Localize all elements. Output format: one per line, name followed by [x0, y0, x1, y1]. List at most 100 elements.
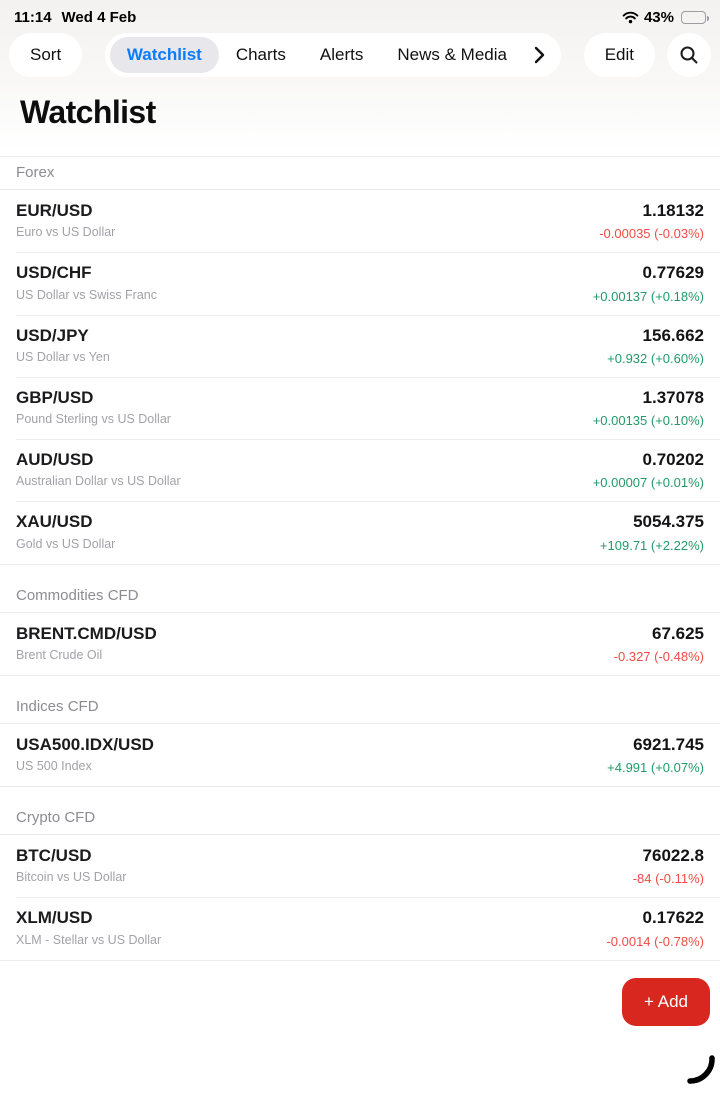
wifi-icon — [622, 11, 639, 24]
watchlist-section: Commodities CFD BRENT.CMD/USD Brent Crud… — [0, 563, 720, 675]
instrument-labels: AUD/USD Australian Dollar vs US Dollar — [16, 449, 181, 488]
instrument-symbol: USD/CHF — [16, 263, 92, 283]
instrument-labels: BRENT.CMD/USD Brent Crude Oil — [16, 623, 157, 662]
instrument-symbol: USA500.IDX/USD — [16, 734, 154, 754]
instrument-price: 0.70202 — [642, 450, 704, 469]
instrument-row[interactable]: USD/JPY US Dollar vs Yen 156.662 +0.932 … — [0, 314, 720, 377]
instrument-price: 1.37078 — [642, 387, 704, 407]
instrument-values: 76022.8 -84 (-0.11%) — [633, 845, 704, 886]
chevron-right-icon[interactable] — [534, 46, 545, 64]
instrument-price: 5054.375 — [633, 512, 704, 532]
sort-button[interactable]: Sort — [9, 33, 83, 77]
instrument-description: Gold vs US Dollar — [16, 536, 116, 551]
watchlist-section: Forex EUR/USD Euro vs US Dollar 1.18132 … — [0, 156, 720, 564]
section-header: Indices CFD — [16, 697, 99, 715]
instrument-row[interactable]: BTC/USD Bitcoin vs US Dollar 76022.8 -84… — [0, 835, 720, 898]
instrument-price: 0.77629 — [642, 263, 704, 283]
loading-arc-icon — [686, 1053, 716, 1094]
instrument-price: 76022.8 — [642, 846, 704, 865]
page-title: Watchlist — [20, 94, 156, 130]
section-rows: BTC/USD Bitcoin vs US Dollar 76022.8 -84… — [0, 834, 720, 960]
instrument-price: 0.17622 — [642, 908, 704, 928]
instrument-change: -0.327 (-0.48%) — [613, 648, 704, 664]
watchlist-section: Crypto CFD BTC/USD Bitcoin vs US Dollar … — [0, 786, 720, 960]
instrument-change: -84 (-0.11%) — [632, 871, 704, 887]
instrument-description: US 500 Index — [16, 759, 92, 773]
instrument-description: XLM - Stellar vs US Dollar — [16, 932, 162, 947]
instrument-labels: XAU/USD Gold vs US Dollar — [16, 511, 115, 550]
instrument-values: 0.77629 +0.00137 (+0.18%) — [593, 262, 704, 303]
tab-news-media[interactable]: News & Media — [380, 37, 524, 73]
instrument-values: 0.17622 -0.0014 (-0.78%) — [606, 907, 704, 948]
instrument-row[interactable]: USD/CHF US Dollar vs Swiss Franc 0.77629… — [0, 252, 720, 315]
instrument-symbol: XAU/USD — [16, 512, 93, 532]
instrument-row[interactable]: XLM/USD XLM - Stellar vs US Dollar 0.176… — [0, 897, 720, 960]
search-button[interactable] — [666, 33, 711, 77]
battery-icon — [681, 10, 709, 24]
instrument-row[interactable]: GBP/USD Pound Sterling vs US Dollar 1.37… — [0, 376, 720, 439]
nav-bar: Sort Watchlist Charts Alerts News & Media E… — [9, 32, 711, 78]
instrument-price: 67.625 — [652, 623, 704, 643]
instrument-symbol: AUD/USD — [16, 450, 94, 469]
section-rows: EUR/USD Euro vs US Dollar 1.18132 -0.000… — [0, 189, 720, 564]
section-header: Forex — [16, 164, 55, 181]
instrument-description: Brent Crude Oil — [16, 647, 103, 662]
instrument-values: 1.18132 -0.00035 (-0.03%) — [599, 200, 704, 241]
section-header: Crypto CFD — [16, 809, 96, 826]
instrument-symbol: BRENT.CMD/USD — [16, 623, 157, 643]
instrument-description: Bitcoin vs US Dollar — [16, 870, 127, 885]
instrument-values: 0.70202 +0.00007 (+0.01%) — [593, 449, 704, 490]
instrument-price: 1.18132 — [642, 201, 704, 220]
instrument-labels: USA500.IDX/USD US 500 Index — [16, 734, 154, 773]
tab-bar: Watchlist Charts Alerts News & Media — [104, 33, 561, 77]
instrument-description: Australian Dollar vs US Dollar — [16, 474, 181, 489]
tab-alerts[interactable]: Alerts — [303, 37, 380, 73]
add-button[interactable]: + Add — [622, 978, 710, 1026]
instrument-row[interactable]: AUD/USD Australian Dollar vs US Dollar 0… — [0, 439, 720, 502]
instrument-row[interactable]: EUR/USD Euro vs US Dollar 1.18132 -0.000… — [0, 190, 720, 253]
watchlist-section: Indices CFD USA500.IDX/USD US 500 Index … — [0, 674, 720, 786]
instrument-values: 67.625 -0.327 (-0.48%) — [614, 623, 704, 664]
instrument-change: +109.71 (+2.22%) — [599, 537, 704, 553]
instrument-labels: EUR/USD Euro vs US Dollar — [16, 200, 115, 239]
instrument-change: +0.932 (+0.60%) — [607, 350, 704, 366]
instrument-values: 6921.745 +4.991 (+0.07%) — [607, 734, 704, 775]
tab-watchlist[interactable]: Watchlist — [109, 37, 219, 73]
watchlist: Forex EUR/USD Euro vs US Dollar 1.18132 … — [0, 156, 720, 961]
instrument-symbol: GBP/USD — [16, 387, 94, 407]
instrument-labels: XLM/USD XLM - Stellar vs US Dollar — [16, 907, 161, 946]
instrument-row[interactable]: USA500.IDX/USD US 500 Index 6921.745 +4.… — [0, 723, 720, 786]
instrument-change: +0.00137 (+0.18%) — [592, 288, 704, 304]
instrument-labels: USD/JPY US Dollar vs Yen — [16, 325, 110, 364]
instrument-description: US Dollar vs Yen — [16, 349, 110, 364]
instrument-row[interactable]: BRENT.CMD/USD Brent Crude Oil 67.625 -0.… — [0, 612, 720, 675]
instrument-symbol: XLM/USD — [16, 908, 93, 928]
instrument-change: +0.00007 (+0.01%) — [592, 475, 704, 491]
tab-charts[interactable]: Charts — [219, 37, 303, 73]
instrument-symbol: EUR/USD — [16, 201, 93, 220]
instrument-labels: GBP/USD Pound Sterling vs US Dollar — [16, 387, 171, 426]
instrument-values: 156.662 +0.932 (+0.60%) — [607, 325, 704, 366]
instrument-change: -0.00035 (-0.03%) — [599, 226, 704, 242]
status-date: Wed 4 Feb — [61, 8, 137, 26]
instrument-symbol: BTC/USD — [16, 846, 92, 865]
section-rows: BRENT.CMD/USD Brent Crude Oil 67.625 -0.… — [0, 611, 720, 675]
instrument-values: 1.37078 +0.00135 (+0.10%) — [593, 387, 704, 428]
instrument-labels: BTC/USD Bitcoin vs US Dollar — [16, 845, 126, 884]
instrument-description: Euro vs US Dollar — [16, 225, 116, 240]
section-header: Commodities CFD — [16, 586, 139, 604]
instrument-price: 156.662 — [642, 325, 704, 345]
status-left: 11:14 Wed 4 Feb — [14, 9, 136, 26]
instrument-change: +4.991 (+0.07%) — [607, 760, 704, 775]
instrument-symbol: USD/JPY — [16, 325, 89, 345]
instrument-change: +0.00135 (+0.10%) — [592, 413, 704, 428]
instrument-values: 5054.375 +109.71 (+2.22%) — [600, 511, 704, 552]
section-rows: USA500.IDX/USD US 500 Index 6921.745 +4.… — [0, 722, 720, 786]
instrument-description: Pound Sterling vs US Dollar — [16, 412, 171, 426]
edit-button[interactable]: Edit — [583, 33, 655, 77]
instrument-row[interactable]: XAU/USD Gold vs US Dollar 5054.375 +109.… — [0, 501, 720, 564]
instrument-description: US Dollar vs Swiss Franc — [16, 287, 157, 302]
battery-percent: 43% — [643, 8, 674, 26]
status-bar: 11:14 Wed 4 Feb 43% — [0, 0, 720, 30]
